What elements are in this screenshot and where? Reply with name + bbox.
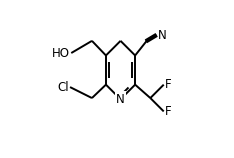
Text: N: N xyxy=(158,29,167,42)
Text: HO: HO xyxy=(52,46,70,60)
Text: Cl: Cl xyxy=(57,81,69,94)
Text: F: F xyxy=(165,78,172,91)
Text: N: N xyxy=(116,93,125,106)
Text: F: F xyxy=(165,105,172,118)
